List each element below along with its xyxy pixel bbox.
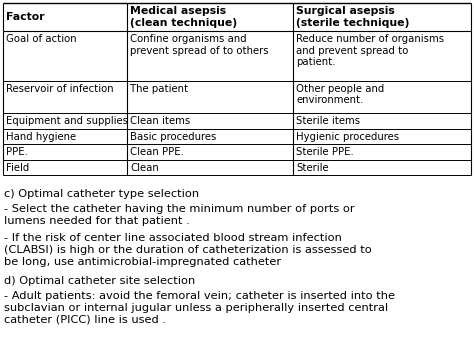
Text: Confine organisms and
prevent spread of to others: Confine organisms and prevent spread of … [130,34,269,55]
Text: Hygienic procedures: Hygienic procedures [296,132,399,141]
Text: Clean: Clean [130,163,159,172]
Text: Equipment and supplies: Equipment and supplies [6,116,128,126]
Text: c) Optimal catheter type selection: c) Optimal catheter type selection [4,189,199,199]
Text: Medical asepsis
(clean technique): Medical asepsis (clean technique) [130,6,237,28]
Text: Clean PPE.: Clean PPE. [130,147,184,157]
Text: Basic procedures: Basic procedures [130,132,217,141]
Text: The patient: The patient [130,84,188,94]
Text: PPE.: PPE. [6,147,28,157]
Text: Field: Field [6,163,29,172]
Text: Surgical asepsis
(sterile technique): Surgical asepsis (sterile technique) [296,6,410,28]
Text: Clean items: Clean items [130,116,190,126]
Text: - Select the catheter having the minimum number of ports or
lumens needed for th: - Select the catheter having the minimum… [4,205,355,226]
Text: - Adult patients: avoid the femoral vein; catheter is inserted into the
subclavi: - Adult patients: avoid the femoral vein… [4,291,395,325]
Text: Reduce number of organisms
and prevent spread to
patient.: Reduce number of organisms and prevent s… [296,34,444,67]
Text: Sterile: Sterile [296,163,329,172]
Text: - If the risk of center line associated blood stream infection
(CLABSI) is high : - If the risk of center line associated … [4,233,372,267]
Text: Sterile PPE.: Sterile PPE. [296,147,354,157]
Text: d) Optimal catheter site selection: d) Optimal catheter site selection [4,276,195,286]
Text: Goal of action: Goal of action [6,34,77,44]
Text: Hand hygiene: Hand hygiene [6,132,76,141]
Text: Factor: Factor [6,12,45,22]
Text: Other people and
environment.: Other people and environment. [296,84,384,105]
Text: Reservoir of infection: Reservoir of infection [6,84,114,94]
Text: Sterile items: Sterile items [296,116,360,126]
